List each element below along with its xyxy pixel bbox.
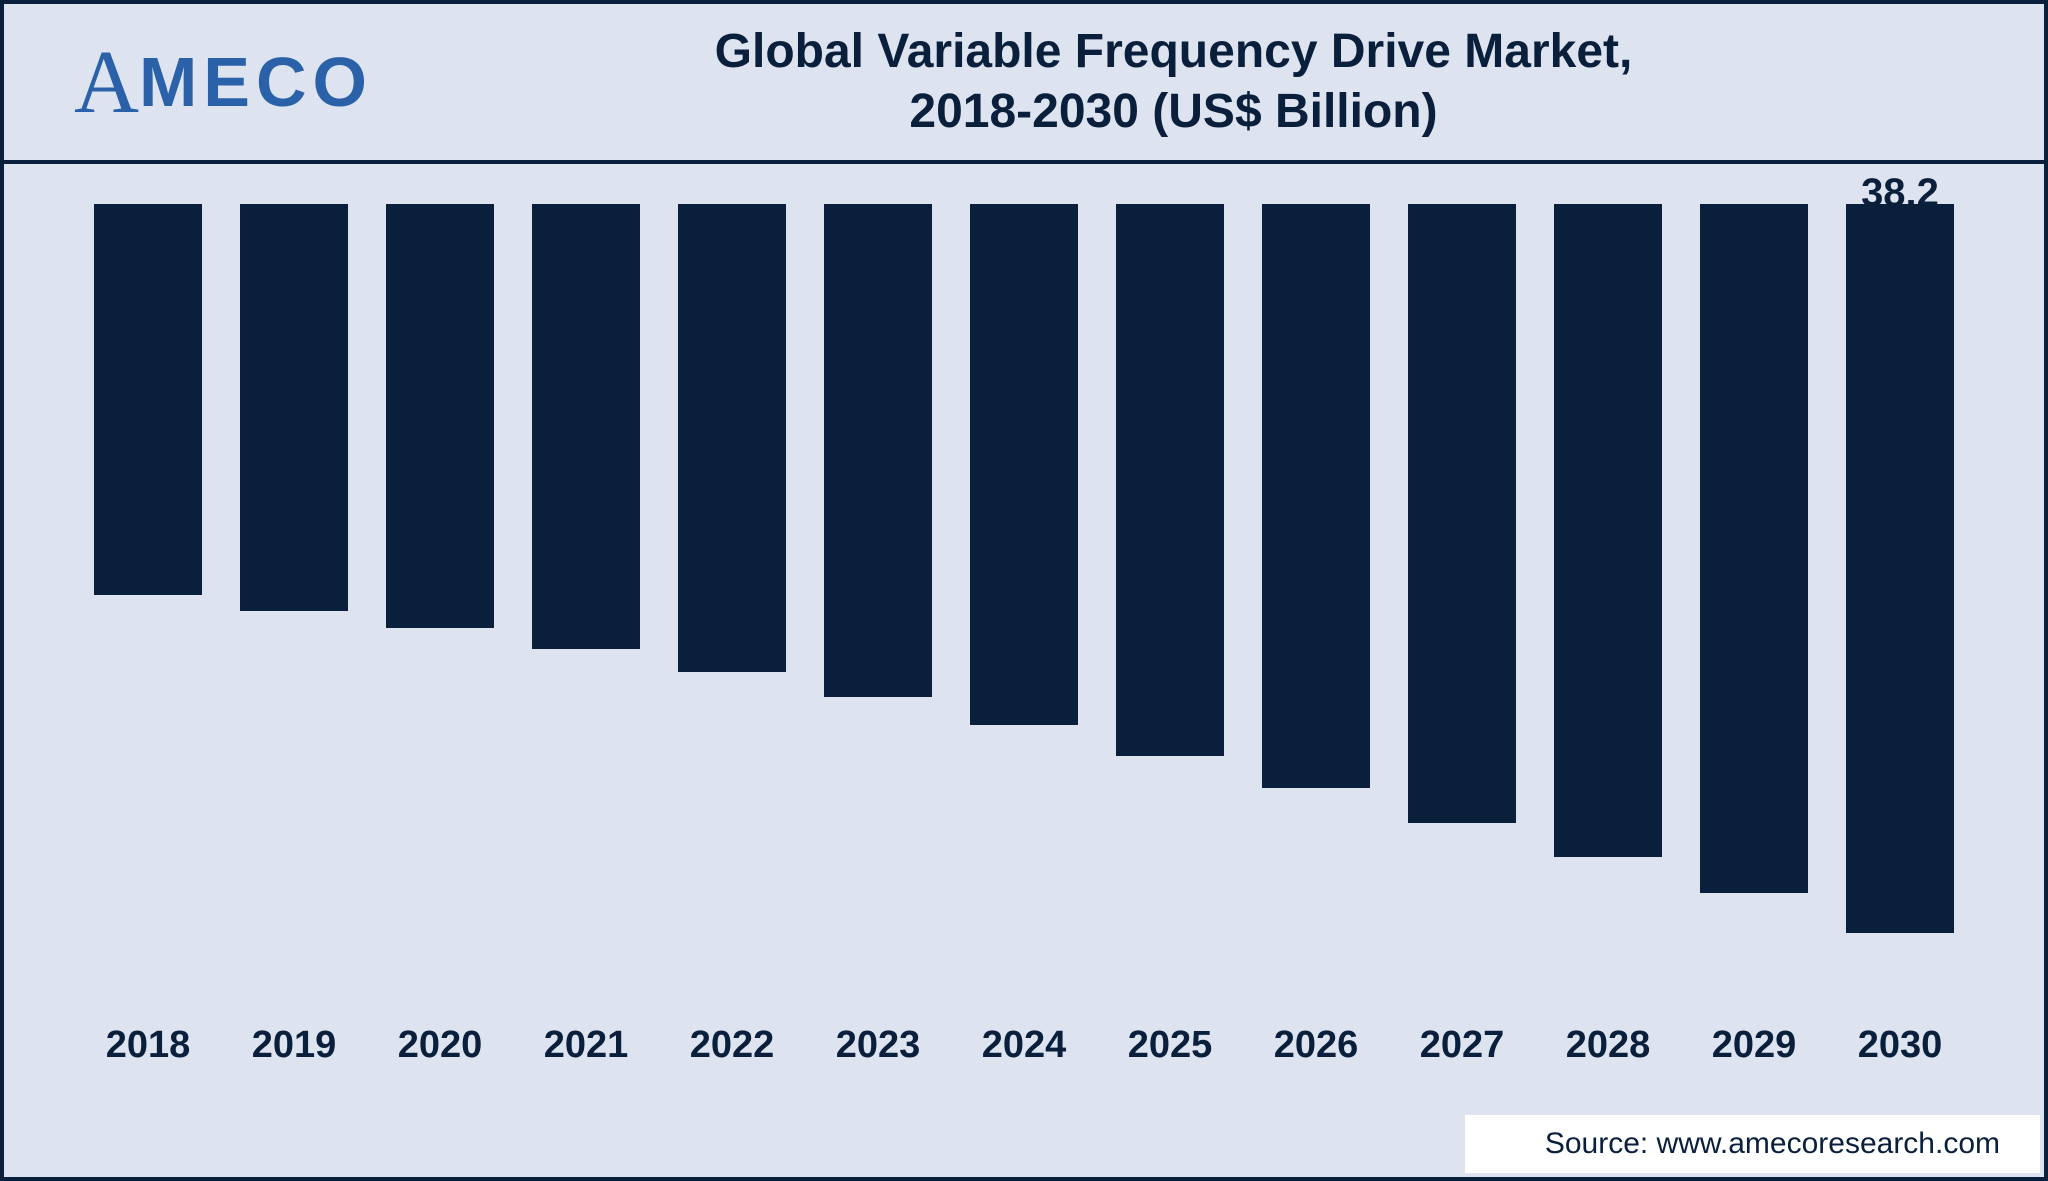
bar-column	[1700, 204, 1808, 1006]
x-tick: 2019	[240, 1024, 348, 1067]
x-tick: 2029	[1700, 1024, 1808, 1067]
bar-column	[1116, 204, 1224, 1006]
source-text: Source: www.amecoresearch.com	[1545, 1127, 2000, 1160]
bar	[1408, 204, 1516, 823]
bar	[1262, 204, 1370, 788]
bar	[1554, 204, 1662, 857]
x-tick: 2028	[1554, 1024, 1662, 1067]
bar-column	[824, 204, 932, 1006]
bar-value-label: 38.2	[1846, 171, 1954, 224]
chart-area: 23.3 38.2 2018 2019 2020 2021 2022 2023 2024 202…	[4, 164, 2044, 1177]
bar	[678, 204, 786, 672]
source-attribution: Source: www.amecoresearch.com	[1465, 1115, 2040, 1173]
bar	[94, 204, 202, 595]
bar-column	[970, 204, 1078, 1006]
bar-column	[1408, 204, 1516, 1006]
bar-column: 38.2	[1846, 204, 1954, 1006]
bar	[1700, 204, 1808, 893]
bar-column	[240, 204, 348, 1006]
chart-card: AMECO Global Variable Frequency Drive Ma…	[0, 0, 2048, 1181]
x-tick: 2018	[94, 1024, 202, 1067]
x-axis: 2018 2019 2020 2021 2022 2023 2024 2025 2026 2027…	[74, 1006, 1974, 1067]
plot: 23.3 38.2	[74, 204, 1974, 1006]
bar	[1846, 204, 1954, 933]
header: AMECO Global Variable Frequency Drive Ma…	[4, 4, 2044, 164]
bar-value-label: 23.3	[532, 455, 640, 508]
logo-text: MECO	[139, 42, 373, 122]
logo: AMECO	[74, 31, 373, 134]
x-tick: 2030	[1846, 1024, 1954, 1067]
bar-column	[386, 204, 494, 1006]
bar	[824, 204, 932, 697]
bar	[386, 204, 494, 628]
title-line-1: Global Variable Frequency Drive Market,	[373, 22, 1974, 82]
x-tick: 2027	[1408, 1024, 1516, 1067]
x-tick: 2023	[824, 1024, 932, 1067]
bar-column	[678, 204, 786, 1006]
bar-column: 23.3	[532, 204, 640, 1006]
bar	[532, 204, 640, 649]
bar	[240, 204, 348, 611]
title-line-2: 2018-2030 (US$ Billion)	[373, 82, 1974, 142]
x-tick: 2022	[678, 1024, 786, 1067]
x-tick: 2026	[1262, 1024, 1370, 1067]
x-tick: 2020	[386, 1024, 494, 1067]
bar	[970, 204, 1078, 725]
bar-column	[94, 204, 202, 1006]
bar	[1116, 204, 1224, 756]
x-tick: 2024	[970, 1024, 1078, 1067]
x-tick: 2025	[1116, 1024, 1224, 1067]
chart-title: Global Variable Frequency Drive Market, …	[373, 22, 1974, 142]
bar-column	[1554, 204, 1662, 1006]
logo-big-a: A	[74, 31, 145, 134]
bar-column	[1262, 204, 1370, 1006]
x-tick: 2021	[532, 1024, 640, 1067]
